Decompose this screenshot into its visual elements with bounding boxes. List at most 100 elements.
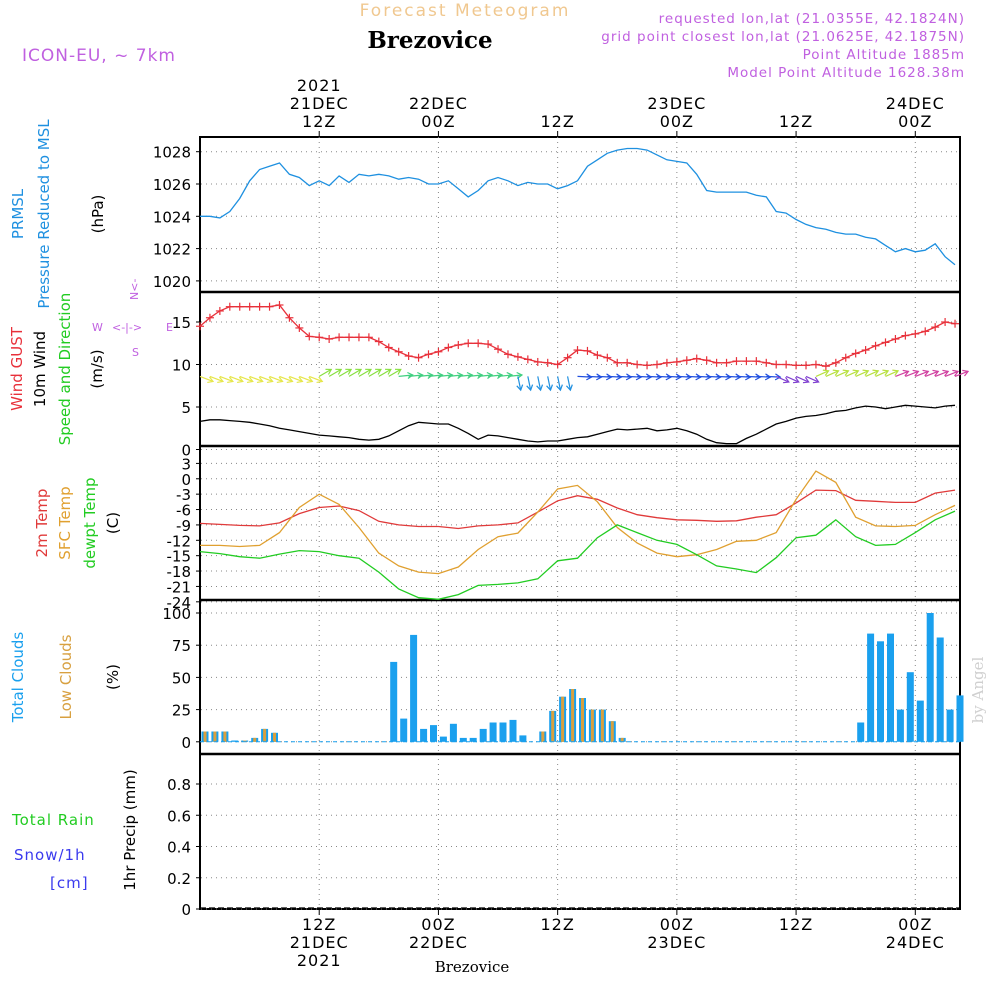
arrow-shaft — [309, 375, 323, 382]
gust-line-point — [255, 302, 264, 311]
wind-arrow — [418, 371, 434, 379]
wind-arrow — [269, 375, 284, 384]
low-cloud-bar — [253, 737, 257, 742]
wind-arrow — [556, 376, 563, 392]
panel-frame — [199, 291, 961, 447]
low-cloud-bar — [203, 731, 207, 742]
precip-title-rain: Total Rain — [11, 811, 95, 829]
gust-line-point — [941, 318, 950, 326]
gust-line-point — [871, 341, 880, 350]
total-cloud-bar — [519, 735, 527, 742]
y-tick-label: -21 — [167, 578, 192, 596]
wind-compass-legend: W E N<- S <-|-> — [92, 279, 173, 359]
gust-line-point — [951, 319, 960, 328]
axis-title: dewpt Temp — [81, 477, 99, 568]
low-cloud-bar — [571, 689, 575, 742]
panel-1: 1028 1026 1024 1022 1020 — [153, 136, 961, 293]
gust-line-point — [662, 358, 671, 367]
gust-line-point — [434, 347, 443, 356]
y-tick-label: -18 — [167, 563, 192, 581]
arrow-head — [872, 369, 880, 376]
gust-line-point — [881, 338, 890, 347]
wind-arrow — [468, 371, 484, 379]
arrow-head — [316, 376, 324, 384]
low-cloud-bar — [541, 731, 545, 742]
total-cloud-bar — [390, 661, 398, 742]
axis-title: Wind GUST — [8, 326, 26, 411]
arrow-shaft — [428, 374, 443, 377]
arrow-shaft — [805, 375, 819, 383]
wind-arrow — [895, 369, 910, 377]
arrow-head — [246, 376, 254, 384]
arrow-head — [932, 369, 940, 377]
gust-line-point — [613, 358, 622, 367]
arrow-shaft — [885, 370, 899, 377]
wind-arrow — [526, 376, 534, 392]
total-cloud-bar — [887, 633, 894, 742]
wind-arrow — [516, 376, 524, 392]
time-label-line: 12Z — [302, 915, 336, 934]
low-cloud-bar — [273, 732, 276, 742]
wind-arrow — [229, 375, 244, 384]
wind-arrow — [915, 369, 930, 377]
total-cloud-bar — [469, 737, 477, 742]
panel-frame — [199, 753, 961, 910]
time-label-line: 21DEC — [290, 94, 349, 113]
y-tick-label: 15 — [172, 314, 191, 332]
y-tick-label: 1022 — [153, 241, 191, 259]
arrow-head — [496, 371, 504, 379]
arrow-shaft — [229, 375, 244, 382]
gust-line-point — [911, 329, 920, 338]
wind-arrow — [507, 371, 524, 379]
arrow-shaft — [328, 368, 342, 377]
arrow-head — [236, 376, 244, 384]
y-tick-label: 3 — [181, 455, 191, 473]
arrow-shaft — [527, 376, 532, 391]
arrow-shaft — [566, 376, 571, 391]
wind-arrow — [428, 371, 444, 379]
wind-arrow — [925, 369, 940, 377]
wind-arrow — [318, 368, 333, 377]
arrow-shaft — [925, 370, 939, 377]
gust-line-point — [315, 333, 324, 342]
arrow-shaft — [954, 370, 969, 377]
gust-line-point — [702, 356, 711, 365]
arrow-head — [852, 369, 860, 376]
y-tick-label: 1020 — [153, 273, 191, 291]
wind-arrow — [954, 369, 970, 377]
gust-line-point — [633, 360, 642, 369]
gust-line-point — [821, 362, 830, 371]
total-cloud-bar — [420, 728, 428, 742]
low-cloud-bar — [581, 698, 584, 742]
total-cloud-bar — [906, 672, 914, 742]
wind-arrow — [328, 368, 343, 377]
y-tick-label: 1026 — [153, 176, 191, 194]
total-cloud-bar — [410, 634, 418, 742]
wind-arrow — [815, 369, 830, 377]
wind-arrow — [536, 376, 544, 392]
low-cloud-bar — [263, 728, 267, 742]
arrow-head — [962, 369, 970, 377]
y-tick-label: 0.4 — [167, 839, 191, 857]
arrow-head — [446, 371, 454, 379]
gust-line-point — [921, 327, 930, 336]
gust-line-point — [861, 346, 870, 355]
arrow-shaft — [855, 370, 869, 377]
total-cloud-bar — [936, 637, 944, 742]
arrow-shaft — [517, 376, 522, 391]
wind-arrow — [358, 368, 373, 377]
y-tick-label: 5 — [181, 399, 191, 417]
gust-line-point — [335, 333, 344, 342]
arrow-shaft — [209, 375, 224, 382]
gust-line-point — [643, 361, 652, 370]
arrow-shaft — [934, 370, 949, 377]
arrow-head — [812, 376, 820, 384]
y-tick-label: 75 — [172, 637, 191, 655]
gust-line-point — [652, 360, 661, 369]
time-label-line: 21DEC — [290, 933, 349, 952]
arrow-head — [345, 368, 353, 375]
time-label-line: 22DEC — [409, 94, 468, 113]
